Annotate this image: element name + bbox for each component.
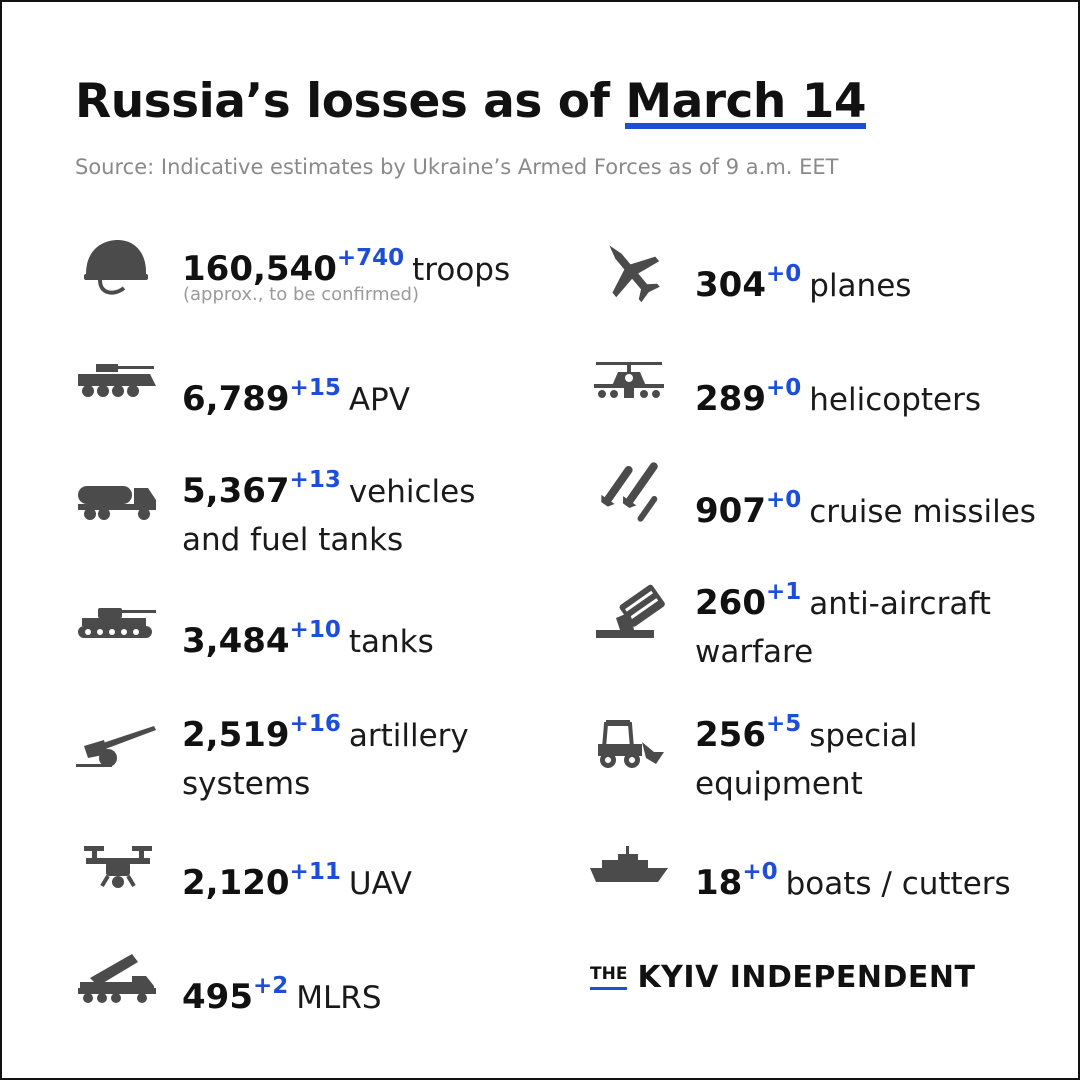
stat-uav-text: 2,120+11 UAV bbox=[182, 848, 412, 908]
stat-value: 6,789 bbox=[182, 379, 290, 419]
apv-icon bbox=[76, 362, 158, 402]
stat-mlrs-text: 495+2 MLRS bbox=[182, 962, 382, 1022]
stat-value: 18 bbox=[695, 863, 743, 903]
tank-icon bbox=[76, 606, 158, 642]
stat-label: vehicles bbox=[348, 474, 476, 510]
stat-label: APV bbox=[348, 382, 410, 418]
plane-icon bbox=[596, 236, 664, 304]
source-note: Source: Indicative estimates by Ukraine’… bbox=[75, 155, 839, 179]
troops-note: (approx., to be confirmed) bbox=[183, 284, 419, 305]
stat-delta: +740 bbox=[336, 245, 405, 271]
boat-icon bbox=[588, 844, 670, 886]
brand-logo: THE KYIV INDEPENDENT bbox=[590, 960, 975, 995]
stat-boats-text: 18+0 boats / cutters bbox=[695, 848, 1011, 908]
stat-label: MLRS bbox=[296, 980, 382, 1016]
stat-delta: +13 bbox=[289, 467, 341, 493]
stat-value: 2,120 bbox=[182, 863, 290, 903]
drone-icon bbox=[82, 844, 154, 892]
stat-label: helicopters bbox=[809, 382, 982, 418]
stat-value: 3,484 bbox=[182, 621, 290, 661]
special-equipment-icon bbox=[592, 718, 666, 770]
stat-planes-text: 304+0 planes bbox=[695, 250, 911, 310]
stat-delta: +16 bbox=[289, 711, 341, 737]
mlrs-icon bbox=[76, 952, 158, 1006]
stat-delta: +0 bbox=[765, 261, 802, 287]
missiles-icon bbox=[596, 458, 662, 530]
stat-troops-text: 160,540+740 troops bbox=[182, 234, 510, 294]
stat-special-equipment-text: 256+5 special equipment bbox=[695, 700, 917, 808]
stat-delta: +5 bbox=[765, 711, 802, 737]
title-date: March 14 bbox=[625, 74, 867, 129]
stat-vehicles-text: 5,367+13 vehicles and fuel tanks bbox=[182, 456, 475, 564]
stat-label: boats / cutters bbox=[785, 866, 1011, 902]
page-title: Russia’s losses as of March 14 bbox=[75, 74, 867, 129]
stat-value: 289 bbox=[695, 379, 766, 419]
stat-label-line2: and fuel tanks bbox=[182, 522, 404, 558]
stat-delta: +15 bbox=[289, 375, 341, 401]
stat-missiles-text: 907+0 cruise missiles bbox=[695, 476, 1036, 536]
stat-delta: +2 bbox=[252, 973, 289, 999]
stat-delta: +10 bbox=[289, 617, 341, 643]
stat-apv-text: 6,789+15 APV bbox=[182, 364, 410, 424]
stat-delta: +0 bbox=[742, 859, 778, 885]
stat-value: 304 bbox=[695, 265, 766, 305]
stat-value: 260 bbox=[695, 583, 766, 623]
stat-helicopters-text: 289+0 helicopters bbox=[695, 364, 981, 424]
stat-label: tanks bbox=[348, 624, 434, 660]
helmet-icon bbox=[80, 238, 150, 300]
stat-label-line2: warfare bbox=[695, 634, 814, 670]
stat-value: 160,540 bbox=[182, 249, 337, 289]
stat-label-line2: equipment bbox=[695, 766, 863, 802]
artillery-icon bbox=[74, 722, 158, 770]
brand-name: KYIV INDEPENDENT bbox=[637, 960, 976, 995]
stat-delta: +0 bbox=[765, 487, 802, 513]
stat-label: special bbox=[809, 718, 918, 754]
stat-anti-aircraft-text: 260+1 anti-aircraft warfare bbox=[695, 568, 991, 676]
stat-label: artillery bbox=[348, 718, 469, 754]
stat-value: 5,367 bbox=[182, 471, 290, 511]
stat-label: UAV bbox=[348, 866, 412, 902]
stat-delta: +11 bbox=[289, 859, 341, 885]
stat-value: 907 bbox=[695, 491, 766, 531]
stat-label: planes bbox=[809, 268, 912, 304]
stat-delta: +1 bbox=[765, 579, 802, 605]
stat-label: cruise missiles bbox=[809, 494, 1036, 530]
stat-value: 2,519 bbox=[182, 715, 290, 755]
brand-the: THE bbox=[590, 964, 628, 990]
stat-label: anti-aircraft bbox=[809, 586, 991, 622]
stat-delta: +0 bbox=[765, 375, 802, 401]
fuel-truck-icon bbox=[76, 482, 158, 522]
stat-label-line2: systems bbox=[182, 766, 311, 802]
anti-aircraft-icon bbox=[594, 582, 666, 644]
helicopter-icon bbox=[592, 358, 666, 404]
stat-artillery-text: 2,519+16 artillery systems bbox=[182, 700, 469, 808]
stat-value: 495 bbox=[182, 977, 253, 1017]
stat-label: troops bbox=[412, 252, 511, 288]
stat-tanks-text: 3,484+10 tanks bbox=[182, 606, 434, 666]
stat-value: 256 bbox=[695, 715, 766, 755]
title-text: Russia’s losses as of bbox=[75, 74, 626, 129]
